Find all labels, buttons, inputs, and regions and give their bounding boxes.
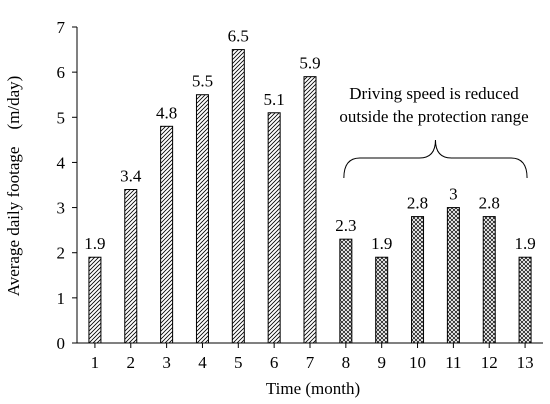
y-tick-label-1: 1 [57, 289, 66, 308]
bar-month-1 [88, 256, 102, 344]
y-axis-title: Average daily footage (m/day) [4, 76, 23, 297]
data-label-month-2: 3.4 [120, 167, 142, 186]
annotation-brace [343, 139, 528, 179]
bar-month-12 [482, 216, 496, 344]
x-tick-label-9: 9 [377, 353, 386, 372]
bar-month-4 [195, 94, 209, 344]
bar-month-3 [160, 125, 174, 344]
x-tick-label-6: 6 [270, 353, 279, 372]
x-tick-label-4: 4 [198, 353, 207, 372]
bar-month-2 [124, 189, 138, 344]
bar-month-7 [303, 76, 317, 344]
bars-group [88, 49, 532, 344]
data-label-month-12: 2.8 [479, 194, 500, 213]
data-label-month-6: 5.1 [264, 90, 285, 109]
y-tick-label-0: 0 [57, 334, 66, 353]
y-tick-label-5: 5 [57, 108, 66, 127]
data-label-month-5: 6.5 [228, 27, 249, 46]
annotation-line-2: outside the protection range [339, 107, 528, 126]
x-tick-label-3: 3 [162, 353, 171, 372]
x-tick-label-8: 8 [342, 353, 351, 372]
data-label-month-1: 1.9 [84, 234, 105, 253]
y-tick-label-4: 4 [57, 153, 66, 172]
y-tick-label-7: 7 [57, 18, 66, 37]
x-tick-label-1: 1 [91, 353, 100, 372]
data-label-month-8: 2.3 [335, 216, 356, 235]
data-label-month-3: 4.8 [156, 103, 177, 122]
bar-month-5 [231, 49, 245, 344]
data-label-month-7: 5.9 [299, 54, 320, 73]
x-tick-label-5: 5 [234, 353, 243, 372]
bar-month-11 [446, 207, 460, 344]
data-labels-group: 1.9 3.4 4.8 5.5 6.5 5.1 5.9 2.3 1.9 2.8 3 2.8 1.9 [84, 27, 535, 254]
x-tick-label-2: 2 [127, 353, 136, 372]
data-label-month-10: 2.8 [407, 194, 428, 213]
bar-month-9 [375, 256, 389, 344]
data-label-month-11: 3 [449, 185, 458, 204]
y-tick-label-3: 3 [57, 199, 66, 218]
bar-month-8 [339, 238, 353, 344]
x-axis-title: Time (month) [266, 379, 360, 398]
data-label-month-13: 1.9 [514, 234, 535, 253]
data-label-month-4: 5.5 [192, 72, 213, 91]
y-tick-label-6: 6 [57, 63, 66, 82]
y-tick-label-2: 2 [57, 244, 66, 263]
bar-month-10 [411, 216, 425, 344]
data-label-month-9: 1.9 [371, 234, 392, 253]
x-tick-label-7: 7 [306, 353, 315, 372]
bar-month-13 [518, 256, 532, 344]
x-tick-label-12: 12 [481, 353, 498, 372]
bar-month-6 [267, 112, 281, 344]
x-tick-label-13: 13 [517, 353, 534, 372]
annotation-line-1: Driving speed is reduced [349, 84, 519, 103]
x-tick-label-11: 11 [445, 353, 461, 372]
annotation-group: Driving speed is reduced outside the pro… [339, 84, 529, 179]
x-tick-label-10: 10 [409, 353, 426, 372]
